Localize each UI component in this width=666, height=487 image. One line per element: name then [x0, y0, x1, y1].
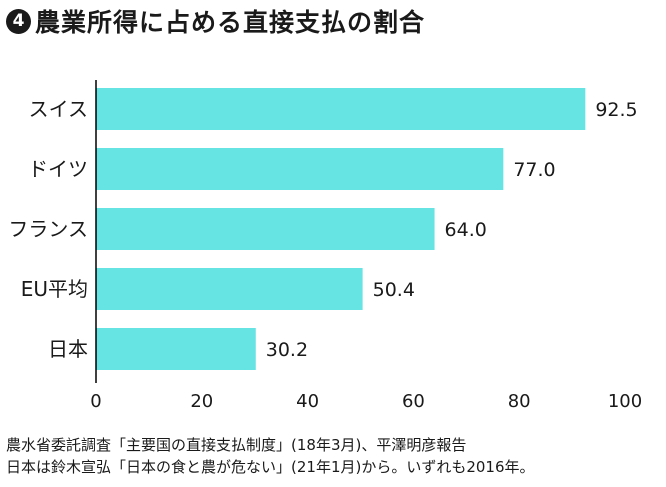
bar-0: [96, 88, 586, 130]
value-label-0: 92.5: [595, 99, 637, 121]
value-label-4: 30.2: [266, 339, 308, 361]
value-label-1: 77.0: [513, 159, 555, 181]
bar-4: [96, 328, 256, 370]
category-label-4: 日本: [48, 337, 88, 361]
x-tick-label-0: 0: [90, 391, 101, 412]
bar-1: [96, 148, 504, 190]
category-label-1: ドイツ: [28, 157, 88, 181]
x-tick-label-1: 20: [190, 391, 213, 412]
category-label-2: フランス: [8, 217, 88, 241]
chart-title: 4 農業所得に占める直接支払の割合: [6, 4, 425, 38]
title-text: 農業所得に占める直接支払の割合: [35, 8, 426, 37]
source-note: 農水省委託調査「主要国の直接支払制度」(18年3月)、平澤明彦報告 日本は鈴木宣…: [6, 434, 661, 478]
value-label-3: 50.4: [373, 279, 415, 301]
bar-3: [96, 268, 363, 310]
x-tick-label-4: 80: [508, 391, 531, 412]
x-tick-label-3: 60: [402, 391, 425, 412]
bar-2: [96, 208, 435, 250]
category-label-0: スイス: [29, 97, 88, 121]
source-line-2: 日本は鈴木宣弘「日本の食と農が危ない」(21年1月)から。いずれも2016年。: [6, 458, 535, 476]
source-line-1: 農水省委託調査「主要国の直接支払制度」(18年3月)、平澤明彦報告: [6, 436, 467, 454]
x-tick-label-2: 40: [296, 391, 319, 412]
category-label-3: EU平均: [21, 277, 88, 301]
value-label-2: 64.0: [445, 219, 487, 241]
bar-chart: スイス 92.5 ドイツ 77.0 フランス 64.0 EU平均 50.4 日本 30.2 0 20 4…: [8, 80, 642, 412]
title-number-badge: 4: [6, 8, 31, 34]
x-tick-label-5: 100: [608, 391, 642, 412]
